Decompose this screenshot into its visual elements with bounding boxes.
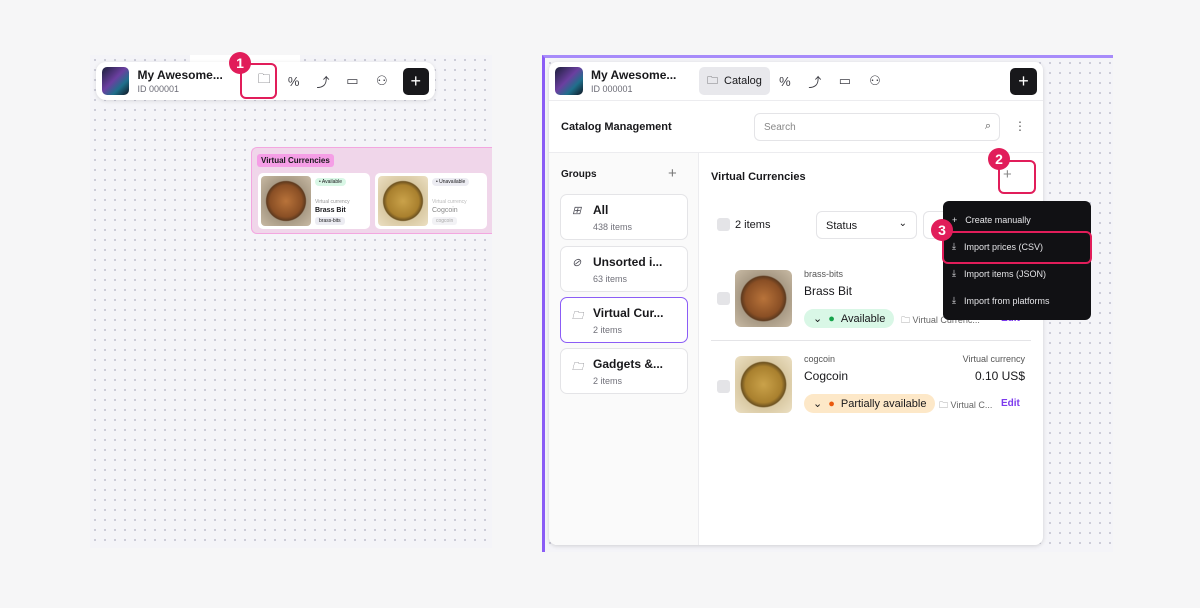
item-name: Cogcoin [804,369,849,383]
more-options-icon[interactable]: ⋮ [1014,119,1026,133]
group-label: Virtual Currencies [257,154,334,167]
groups-title: Groups [561,169,597,180]
canvas-group: Virtual Currencies • Available Virtual c… [251,147,492,234]
download-icon: ⤓ [952,295,956,305]
row-checkbox[interactable] [717,380,730,393]
add-menu: + Create manually ⤓ Import prices (CSV) ⤓ I… [943,201,1091,320]
no-image-icon: ⊘ [572,257,582,269]
highlight-folder [240,63,277,99]
item-image [378,176,428,226]
groups-sidebar: Groups + ⊞ All 438 items ⊘ Unsorted i... 63 … [549,153,699,545]
search-input[interactable]: Search ⌕ [754,113,1000,141]
item-sku: cogcoin [804,354,836,364]
catalog-window: My Awesome... ID 000001 🗀 Catalog % ⤴ ▭ ⚇… [549,62,1043,545]
select-all-checkbox[interactable] [717,218,730,231]
calendar-icon[interactable]: ▭ [838,73,852,88]
item-group: 🗀 Virtual C... [939,400,993,410]
percent-icon[interactable]: % [287,73,300,89]
menu-item-import-from-platforms[interactable]: ⤓ Import from platforms [952,295,1050,306]
item-type: Virtual currency [315,199,350,205]
item-sku: brass-bits [315,217,345,225]
group-unsorted[interactable]: ⊘ Unsorted i... 63 items [560,246,688,292]
canvas-card[interactable]: • Unavailable Virtual currency Cogcoin c… [375,173,487,229]
status-badge[interactable]: ⌄ ● Available [804,309,895,328]
add-item-button[interactable]: + [1003,166,1012,183]
item-count: 2 items [735,219,771,231]
project-name: My Awesome... [137,68,223,82]
status-badge[interactable]: ⌄ ● Partially available [804,394,936,413]
folder-icon[interactable]: 🗀 [257,71,271,86]
item-price: 0.10 US$ [974,369,1025,383]
tab-catalog[interactable]: 🗀 Catalog [699,67,770,95]
item-image [735,270,792,327]
section-title: Virtual Currencies [711,171,806,183]
project-thumbnail [102,67,130,95]
folder-icon: 🗀 [572,310,583,322]
highlight-import-csv [942,231,1092,264]
chevron-down-icon: ⌄ [813,313,823,325]
item-type: Virtual currency [432,199,467,205]
plus-icon: + [952,214,958,225]
item-sku: cogcoin [432,217,458,225]
user-add-icon[interactable]: ⚇ [375,73,388,88]
item-type: Virtual currency [962,354,1025,364]
calendar-icon[interactable]: ▭ [346,73,359,88]
canvas-card[interactable]: • Available Virtual currency Brass Bit b… [258,173,370,229]
download-icon: ⤓ [952,268,956,278]
add-button[interactable]: + [402,67,429,95]
add-button[interactable]: + [1010,67,1037,95]
folder-icon: 🗀 [707,74,718,87]
group-virtual-currencies[interactable]: 🗀 Virtual Cur... 2 items [560,297,688,343]
status-badge: • Available [315,178,347,186]
project-id: ID 000001 [591,84,633,94]
item-name: Brass Bit [315,207,346,214]
group-gadgets[interactable]: 🗀 Gadgets &... 2 items [560,348,688,394]
item-image [261,176,311,226]
folder-icon: 🗀 [572,361,583,373]
item-name: Brass Bit [804,284,853,298]
status-filter[interactable]: Status ⌄ [816,211,917,239]
status-badge: • Unavailable [432,178,470,186]
chart-icon[interactable]: ⤴ [316,74,330,90]
table-row[interactable]: cogcoin Cogcoin Virtual currency 0.10 US… [711,342,1031,428]
percent-icon[interactable]: % [779,73,791,89]
project-thumbnail [555,67,583,95]
item-image [735,356,792,413]
add-group-button[interactable]: + [668,165,677,182]
grid-icon: ⊞ [572,205,582,217]
menu-item-import-items-json[interactable]: ⤓ Import items (JSON) [952,268,1046,279]
highlight-add [998,160,1036,194]
step-badge-1: 1 [229,52,251,74]
row-checkbox[interactable] [717,292,730,305]
table-row[interactable]: brass-bits Brass Bit ⌄ ● Available 🗀 Virtu… [711,253,1031,341]
project-name: My Awesome... [591,68,677,82]
step-badge-3: 3 [931,219,953,241]
download-icon: ⤓ [952,241,956,251]
canvas-left [90,55,492,548]
chevron-down-icon: ⌄ [898,218,907,229]
menu-item-import-prices-csv[interactable]: ⤓ Import prices (CSV) [952,241,1043,252]
group-all[interactable]: ⊞ All 438 items [560,194,688,240]
item-name: Cogcoin [432,207,458,214]
item-group: 🗀 Virtual Currenc... [901,315,980,325]
project-id: ID 000001 [137,84,179,94]
search-icon: ⌕ [984,120,991,132]
project-toolbar: My Awesome... ID 000001 🗀 % ⤴ ▭ ⚇ + [96,62,435,100]
edit-link[interactable]: Edit [1001,398,1020,409]
chevron-down-icon: ⌄ [813,398,823,410]
main-content: Virtual Currencies + 2 items Status ⌄ bra… [699,153,1043,545]
menu-item-create-manually[interactable]: + Create manually [952,214,1031,225]
page-title: Catalog Management [561,121,672,133]
step-badge-2: 2 [988,148,1010,170]
chart-icon[interactable]: ⤴ [808,74,822,90]
item-sku: brass-bits [804,269,844,279]
user-add-icon[interactable]: ⚇ [869,73,881,88]
